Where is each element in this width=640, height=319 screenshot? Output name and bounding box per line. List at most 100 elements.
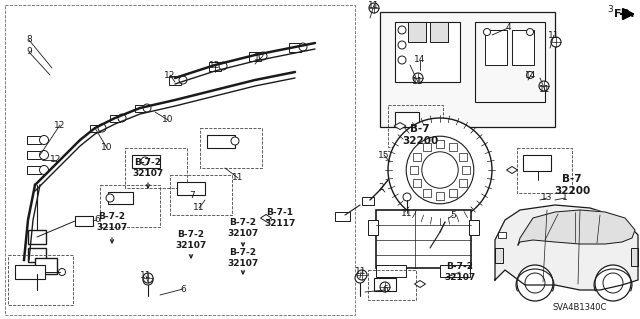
Bar xyxy=(376,210,471,268)
Bar xyxy=(132,155,160,168)
Bar xyxy=(512,30,534,65)
Text: 13: 13 xyxy=(541,194,553,203)
Circle shape xyxy=(551,37,561,47)
Bar xyxy=(495,248,503,263)
Text: 3: 3 xyxy=(607,5,613,14)
Text: B-7-2
32107: B-7-2 32107 xyxy=(444,263,476,282)
Bar xyxy=(200,128,262,168)
Text: 4: 4 xyxy=(505,24,511,33)
Circle shape xyxy=(595,265,631,301)
Text: 14: 14 xyxy=(414,56,426,64)
Text: B-7
32200: B-7 32200 xyxy=(554,174,590,196)
Text: 14: 14 xyxy=(525,70,537,79)
Text: 12: 12 xyxy=(254,54,266,63)
Text: 11: 11 xyxy=(140,271,152,280)
Circle shape xyxy=(483,28,490,35)
Bar xyxy=(376,265,406,277)
Text: 12: 12 xyxy=(54,121,66,130)
Bar xyxy=(5,5,355,315)
Bar xyxy=(170,175,232,215)
Text: 6: 6 xyxy=(94,216,100,225)
Bar xyxy=(90,125,100,132)
Text: 7: 7 xyxy=(189,190,195,199)
Polygon shape xyxy=(447,122,459,129)
Text: B-7
32200: B-7 32200 xyxy=(402,124,438,145)
Text: B-7-2
32107: B-7-2 32107 xyxy=(132,159,164,178)
Bar xyxy=(449,144,457,152)
Bar xyxy=(207,135,235,148)
Text: 11: 11 xyxy=(368,1,380,10)
Circle shape xyxy=(40,151,49,160)
Bar xyxy=(368,220,378,235)
Circle shape xyxy=(143,104,151,112)
Bar xyxy=(408,22,426,42)
Circle shape xyxy=(539,81,549,91)
Bar xyxy=(249,52,261,61)
Polygon shape xyxy=(495,205,638,290)
Text: B-7-2
32107: B-7-2 32107 xyxy=(175,230,207,249)
Text: 12: 12 xyxy=(51,155,61,165)
Bar xyxy=(35,258,57,274)
Circle shape xyxy=(525,273,545,293)
Bar xyxy=(475,22,545,102)
Bar xyxy=(498,232,506,238)
Text: 6: 6 xyxy=(180,285,186,293)
Text: B-7-2
32107: B-7-2 32107 xyxy=(97,212,127,232)
Bar xyxy=(413,153,422,161)
Bar xyxy=(110,115,120,122)
Circle shape xyxy=(143,275,153,285)
Circle shape xyxy=(40,136,49,145)
Circle shape xyxy=(605,234,612,241)
Bar xyxy=(430,22,448,42)
Polygon shape xyxy=(506,167,518,174)
Bar xyxy=(517,148,572,193)
Circle shape xyxy=(603,273,623,293)
Text: 6: 6 xyxy=(382,286,388,294)
Polygon shape xyxy=(394,122,406,130)
Text: 11: 11 xyxy=(540,85,551,94)
Bar xyxy=(28,248,46,262)
Bar xyxy=(388,105,443,147)
Bar xyxy=(8,255,73,305)
Bar xyxy=(458,179,467,187)
Bar xyxy=(27,166,41,174)
Bar xyxy=(413,179,422,187)
Bar xyxy=(395,22,460,82)
Text: 10: 10 xyxy=(101,144,113,152)
Text: B-7-1
32117: B-7-1 32117 xyxy=(264,209,296,227)
Bar xyxy=(368,270,416,300)
Bar xyxy=(374,278,396,291)
Text: 8: 8 xyxy=(26,35,32,44)
Circle shape xyxy=(369,3,379,13)
Polygon shape xyxy=(518,210,635,245)
Bar xyxy=(335,212,350,221)
Text: SVA4B1340C: SVA4B1340C xyxy=(553,303,607,313)
Bar xyxy=(15,265,45,279)
Bar xyxy=(631,248,638,266)
Text: 12: 12 xyxy=(209,61,221,70)
Circle shape xyxy=(557,234,563,241)
Text: 2: 2 xyxy=(378,183,384,192)
Polygon shape xyxy=(415,280,426,287)
Circle shape xyxy=(380,282,390,292)
Circle shape xyxy=(357,270,367,280)
Bar xyxy=(423,189,431,197)
Circle shape xyxy=(398,26,406,34)
Bar xyxy=(423,144,431,152)
Bar xyxy=(289,43,301,52)
Bar xyxy=(135,105,145,112)
Bar xyxy=(436,140,444,148)
Bar xyxy=(395,112,419,127)
Text: 9: 9 xyxy=(26,48,32,56)
Text: 11: 11 xyxy=(548,31,560,40)
Bar xyxy=(469,220,479,235)
Bar xyxy=(436,192,444,200)
Circle shape xyxy=(398,56,406,64)
Circle shape xyxy=(422,152,458,188)
Circle shape xyxy=(259,52,267,60)
Circle shape xyxy=(106,194,114,202)
Bar xyxy=(209,62,221,71)
Circle shape xyxy=(231,137,239,145)
Circle shape xyxy=(118,114,126,122)
Bar xyxy=(440,265,470,277)
